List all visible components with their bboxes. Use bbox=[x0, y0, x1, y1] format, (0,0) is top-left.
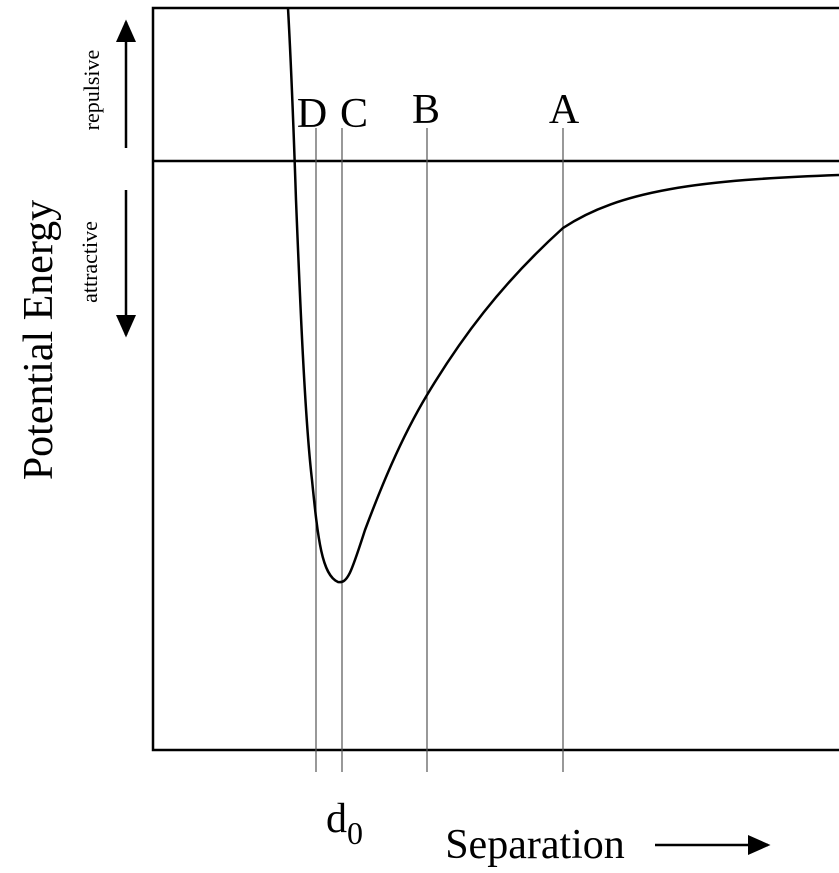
d0-subscript: 0 bbox=[347, 815, 363, 851]
d0-label: d0 bbox=[326, 796, 363, 851]
x-axis-label: Separation bbox=[445, 822, 625, 868]
y-axis-label: Potential Energy bbox=[16, 200, 62, 480]
marker-label: B bbox=[412, 87, 440, 133]
d0-base: d bbox=[326, 796, 347, 842]
marker-label: C bbox=[340, 91, 368, 137]
repulsive-label: repulsive bbox=[79, 50, 104, 131]
frame bbox=[151, 6, 839, 752]
marker-lines bbox=[315, 128, 564, 772]
marker-label: D bbox=[297, 91, 327, 137]
potential-curve bbox=[286, 7, 839, 584]
marker-label: A bbox=[549, 87, 580, 133]
attractive-label: attractive bbox=[77, 221, 102, 303]
